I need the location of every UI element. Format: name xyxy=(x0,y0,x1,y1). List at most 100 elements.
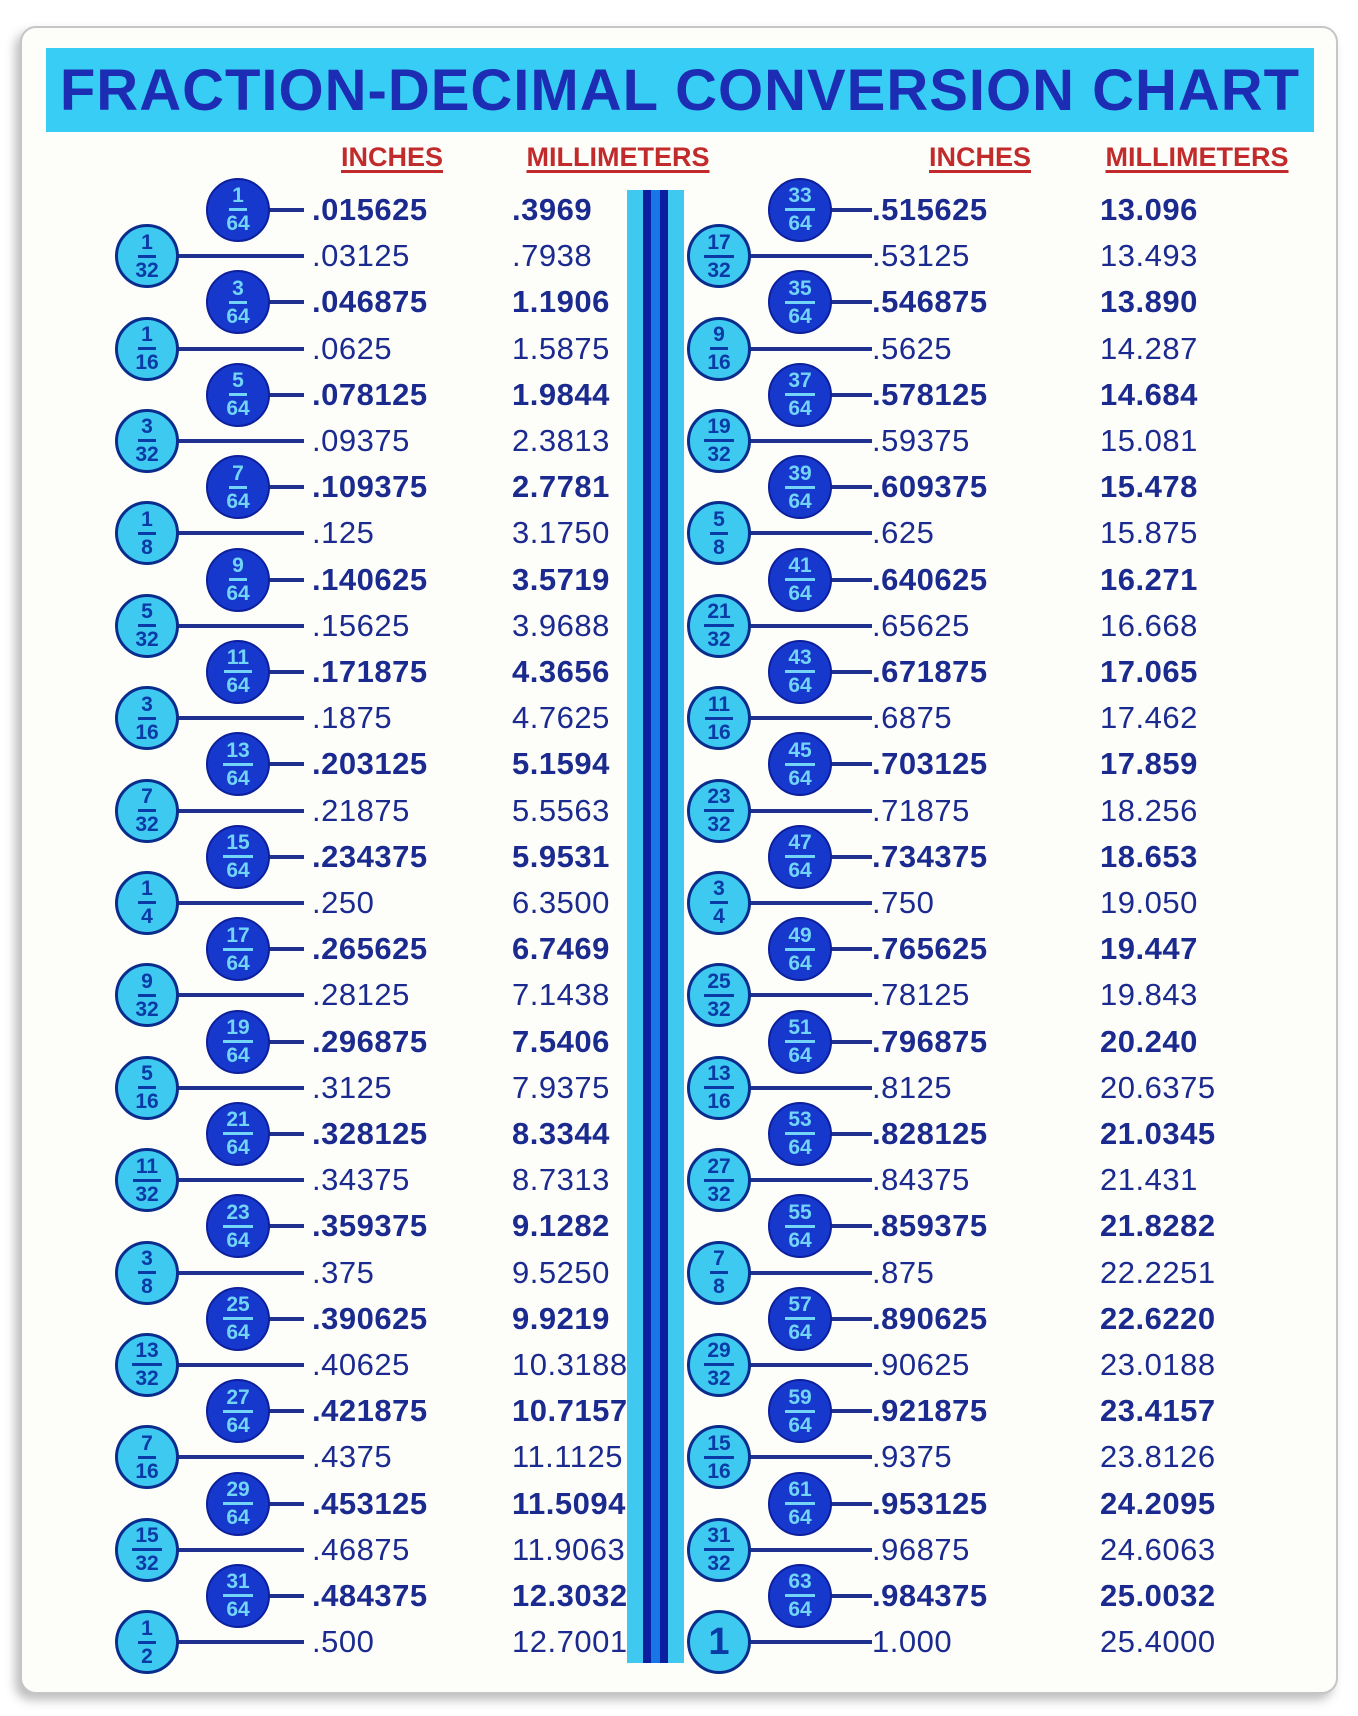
millimeters-value: 19.843 xyxy=(1100,977,1198,1013)
inches-value: .78125 xyxy=(872,977,970,1013)
inches-value: .125 xyxy=(312,515,375,551)
fraction-denominator: 32 xyxy=(135,813,159,837)
inches-value: 1.000 xyxy=(872,1624,953,1660)
millimeters-value: 17.859 xyxy=(1100,746,1198,782)
fraction-badge: 27 32 xyxy=(687,1148,751,1213)
inches-value: .9375 xyxy=(872,1439,953,1475)
inches-value: .875 xyxy=(872,1254,935,1290)
fraction-denominator: 64 xyxy=(226,1506,250,1530)
conversion-row: 39 64.609375 15.478 xyxy=(22,455,1336,520)
millimeters-value: 5.1594 xyxy=(512,746,610,782)
conversion-row: 33 64.515625 13.096 xyxy=(22,177,1336,242)
fraction-badge: 9 16 xyxy=(687,316,751,381)
fraction-numerator: 3 xyxy=(229,278,247,304)
connector-line xyxy=(264,392,304,397)
fraction-denominator: 64 xyxy=(788,1228,812,1252)
inches-value: .828125 xyxy=(872,1115,988,1151)
millimeters-value: 12.3032 xyxy=(512,1577,628,1613)
fraction-badge: 45 64 xyxy=(768,732,832,797)
fraction-numerator: 17 xyxy=(223,925,253,951)
conversion-row: 23 64.359375 9.1282 xyxy=(22,1194,1336,1259)
millimeters-value: 5.9531 xyxy=(512,838,610,874)
inches-value: .671875 xyxy=(872,653,988,689)
fraction-numerator: 43 xyxy=(785,647,815,674)
fraction-badge: 23 32 xyxy=(687,778,751,843)
conversion-row: 3 4.750 19.050 xyxy=(22,870,1336,935)
fraction-numerator: 1 xyxy=(138,232,156,258)
fraction-denominator: 64 xyxy=(226,1044,250,1068)
fraction-denominator: 16 xyxy=(707,1459,731,1483)
millimeters-value: 16.668 xyxy=(1100,607,1198,643)
millimeters-value: 23.0188 xyxy=(1100,1346,1216,1382)
fraction-denominator: 64 xyxy=(226,1228,250,1252)
fraction-badge: 1 xyxy=(687,1610,751,1675)
millimeters-value: 1.5875 xyxy=(512,330,610,366)
fraction-badge: 13 16 xyxy=(687,1055,751,1120)
connector-line xyxy=(826,854,872,859)
millimeters-value: 18.256 xyxy=(1100,792,1198,828)
millimeters-value: 1.9844 xyxy=(512,376,610,412)
conversion-row: 45 64 .703125 17.859 xyxy=(22,732,1336,797)
connector-line xyxy=(745,438,872,443)
fraction-denominator: 4 xyxy=(713,905,725,929)
millimeters-value: 5.5563 xyxy=(512,792,610,828)
fraction-badge: 7 64 xyxy=(206,455,270,520)
connector-line xyxy=(745,1640,872,1645)
inches-value: .703125 xyxy=(872,746,988,782)
millimeters-value: 20.6375 xyxy=(1100,1069,1216,1105)
fraction-denominator: 32 xyxy=(707,258,731,282)
fraction-numerator: 1 xyxy=(229,185,247,212)
connector-line xyxy=(264,1501,304,1506)
conversion-row: 25 64.390625 9.9219 xyxy=(22,1286,1336,1351)
fraction-denominator: 64 xyxy=(226,212,250,236)
millimeters-value: 6.7469 xyxy=(512,931,610,967)
connector-line xyxy=(745,1547,872,1552)
millimeters-value: 15.875 xyxy=(1100,515,1198,551)
fraction-badge: 11 64 xyxy=(206,639,270,704)
connector-line xyxy=(173,438,304,443)
fraction-numerator: 57 xyxy=(785,1294,815,1321)
connector-line xyxy=(264,669,304,674)
conversion-row: 21 64.328125 8.3344 xyxy=(22,1101,1336,1166)
fraction-badge: 57 64 xyxy=(768,1286,832,1351)
conversion-row: 1 64.015625.3969 xyxy=(22,177,1336,242)
fraction-badge: 1 32 xyxy=(115,224,179,289)
fraction-denominator: 64 xyxy=(226,1598,250,1622)
millimeters-value: 25.0032 xyxy=(1100,1577,1216,1613)
conversion-row: 5 8.625 15.875 xyxy=(22,501,1336,566)
inches-value: .46875 xyxy=(312,1531,410,1567)
fraction-whole-number: 1 xyxy=(708,1621,730,1664)
connector-line xyxy=(264,1131,304,1136)
conversion-row: 17 32.53125 13.493 xyxy=(22,224,1336,289)
fraction-denominator: 64 xyxy=(226,1136,250,1160)
inches-value: .515625 xyxy=(872,191,988,227)
fraction-badge: 13 64 xyxy=(206,732,270,797)
millimeters-value: 22.2251 xyxy=(1100,1254,1216,1290)
fraction-numerator: 63 xyxy=(785,1571,815,1598)
fraction-denominator: 64 xyxy=(226,489,250,513)
connector-line xyxy=(264,1409,304,1414)
inches-value: .1875 xyxy=(312,700,393,736)
fraction-denominator: 64 xyxy=(788,1321,812,1345)
fraction-numerator: 15 xyxy=(132,1525,162,1552)
fraction-numerator: 53 xyxy=(785,1109,815,1136)
inches-value: .953125 xyxy=(872,1485,988,1521)
millimeters-value: .7938 xyxy=(512,238,593,274)
fraction-badge: 23 64 xyxy=(206,1194,270,1259)
fraction-denominator: 32 xyxy=(707,1552,731,1576)
fraction-numerator: 13 xyxy=(132,1340,162,1367)
fraction-badge: 21 32 xyxy=(687,593,751,658)
fraction-numerator: 7 xyxy=(138,786,156,813)
fraction-denominator: 64 xyxy=(788,1598,812,1622)
fraction-numerator: 5 xyxy=(138,1063,156,1090)
millimeters-value: 9.1282 xyxy=(512,1208,610,1244)
connector-line xyxy=(264,947,304,952)
inches-value: .296875 xyxy=(312,1023,428,1059)
fraction-badge: 33 64 xyxy=(768,177,832,242)
connector-line xyxy=(745,1085,872,1090)
millimeters-value: 3.9688 xyxy=(512,607,610,643)
millimeters-value: 11.5094 xyxy=(512,1485,626,1521)
conversion-row: 31 32.96875 24.6063 xyxy=(22,1517,1336,1582)
inches-value: .921875 xyxy=(872,1393,988,1429)
